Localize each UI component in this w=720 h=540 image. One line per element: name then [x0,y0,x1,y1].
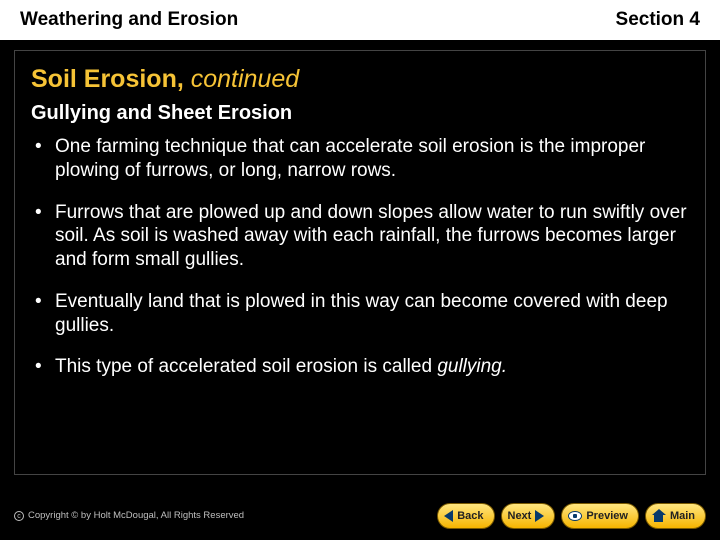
back-button[interactable]: Back [437,503,494,529]
arrow-right-icon [535,510,544,522]
next-button[interactable]: Next [501,503,556,529]
copyright: c Copyright © by Holt McDougal, All Righ… [14,510,244,521]
bullet-item: Furrows that are plowed up and down slop… [31,201,689,272]
back-label: Back [457,510,483,522]
bullet-text: Eventually land that is plowed in this w… [55,291,668,336]
slide-header: Weathering and Erosion Section 4 [0,0,720,40]
bullet-em-term: gullying. [437,356,507,377]
slide-title: Soil Erosion, continued [31,65,689,94]
bullet-item: Eventually land that is plowed in this w… [31,290,689,338]
heading-area: Soil Erosion, continued Gullying and She… [31,65,689,125]
header-section: Section 4 [616,9,700,31]
title-continued: continued [191,65,299,93]
preview-button[interactable]: Preview [561,503,639,529]
preview-label: Preview [586,510,628,522]
bullet-text: Furrows that are plowed up and down slop… [55,202,687,271]
slide-subtitle: Gullying and Sheet Erosion [31,102,689,125]
home-icon-body [654,515,663,522]
slide-footer: c Copyright © by Holt McDougal, All Righ… [0,495,720,540]
main-button[interactable]: Main [645,503,706,529]
title-main: Soil Erosion, [31,65,191,93]
arrow-left-icon [444,510,453,522]
bullet-text: One farming technique that can accelerat… [55,136,645,181]
slide-container: Weathering and Erosion Section 4 Soil Er… [0,0,720,540]
nav-bar: Back Next Preview Main [437,503,706,529]
main-label: Main [670,510,695,522]
bullet-item: One farming technique that can accelerat… [31,135,689,183]
home-icon [652,510,666,522]
content-box: Soil Erosion, continued Gullying and She… [14,50,706,475]
next-label: Next [508,510,532,522]
eye-icon [568,511,582,521]
copyright-text: Copyright © by Holt McDougal, All Rights… [28,510,244,521]
header-topic: Weathering and Erosion [20,9,238,31]
bullet-text: This type of accelerated soil erosion is… [55,356,437,377]
copyright-icon: c [14,511,24,521]
bullet-list: One farming technique that can accelerat… [31,135,689,379]
bullet-item: This type of accelerated soil erosion is… [31,355,689,379]
